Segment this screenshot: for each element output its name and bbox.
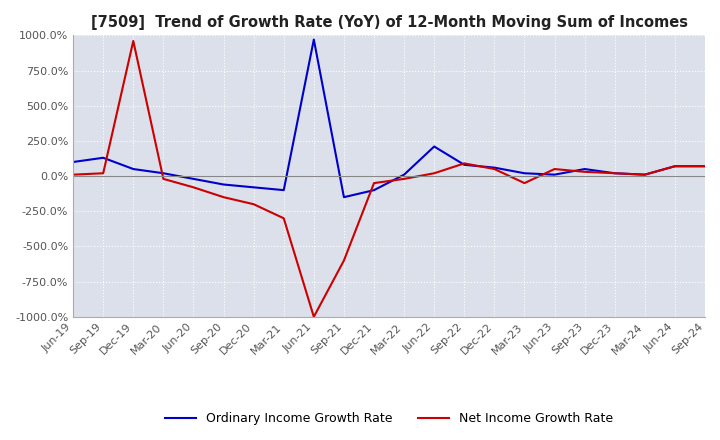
- Net Income Growth Rate: [129, 38, 138, 44]
- Title: [7509]  Trend of Growth Rate (YoY) of 12-Month Moving Sum of Incomes: [7509] Trend of Growth Rate (YoY) of 12-…: [91, 15, 688, 30]
- Net Income Growth Rate: [189, 185, 198, 190]
- Net Income Growth Rate: [580, 169, 589, 175]
- Ordinary Income Growth Rate: [580, 166, 589, 172]
- Net Income Growth Rate: [490, 166, 499, 172]
- Ordinary Income Growth Rate: [460, 162, 469, 168]
- Ordinary Income Growth Rate: [369, 187, 378, 193]
- Net Income Growth Rate: [701, 164, 709, 169]
- Ordinary Income Growth Rate: [189, 176, 198, 182]
- Net Income Growth Rate: [670, 164, 679, 169]
- Ordinary Income Growth Rate: [249, 185, 258, 190]
- Ordinary Income Growth Rate: [430, 144, 438, 149]
- Net Income Growth Rate: [340, 258, 348, 263]
- Ordinary Income Growth Rate: [340, 194, 348, 200]
- Ordinary Income Growth Rate: [159, 171, 168, 176]
- Ordinary Income Growth Rate: [310, 37, 318, 42]
- Net Income Growth Rate: [430, 171, 438, 176]
- Net Income Growth Rate: [400, 176, 408, 182]
- Ordinary Income Growth Rate: [520, 171, 528, 176]
- Legend: Ordinary Income Growth Rate, Net Income Growth Rate: Ordinary Income Growth Rate, Net Income …: [160, 407, 618, 430]
- Net Income Growth Rate: [641, 172, 649, 177]
- Ordinary Income Growth Rate: [611, 171, 619, 176]
- Ordinary Income Growth Rate: [220, 182, 228, 187]
- Ordinary Income Growth Rate: [69, 159, 78, 165]
- Net Income Growth Rate: [159, 176, 168, 182]
- Net Income Growth Rate: [220, 194, 228, 200]
- Net Income Growth Rate: [99, 171, 107, 176]
- Ordinary Income Growth Rate: [490, 165, 499, 170]
- Ordinary Income Growth Rate: [400, 172, 408, 177]
- Net Income Growth Rate: [460, 161, 469, 166]
- Ordinary Income Growth Rate: [670, 164, 679, 169]
- Ordinary Income Growth Rate: [129, 166, 138, 172]
- Net Income Growth Rate: [520, 180, 528, 186]
- Net Income Growth Rate: [249, 202, 258, 207]
- Line: Net Income Growth Rate: Net Income Growth Rate: [73, 41, 705, 317]
- Net Income Growth Rate: [69, 172, 78, 177]
- Net Income Growth Rate: [550, 166, 559, 172]
- Ordinary Income Growth Rate: [641, 172, 649, 177]
- Ordinary Income Growth Rate: [701, 164, 709, 169]
- Ordinary Income Growth Rate: [550, 172, 559, 177]
- Ordinary Income Growth Rate: [279, 187, 288, 193]
- Line: Ordinary Income Growth Rate: Ordinary Income Growth Rate: [73, 40, 705, 197]
- Net Income Growth Rate: [369, 180, 378, 186]
- Net Income Growth Rate: [611, 171, 619, 176]
- Net Income Growth Rate: [279, 216, 288, 221]
- Ordinary Income Growth Rate: [99, 155, 107, 161]
- Net Income Growth Rate: [310, 314, 318, 319]
